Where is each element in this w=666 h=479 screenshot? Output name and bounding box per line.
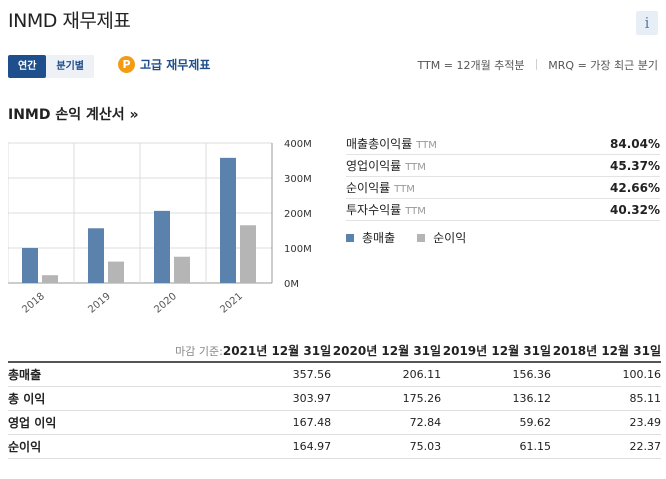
bar-revenue [220,157,236,283]
legend-label-net: 순이익 [433,231,467,245]
income-statement-link[interactable]: INMD 손익 계산서 » [8,107,139,123]
ratio-row: 영업이익률 TTM 45.37% [346,155,660,177]
ratio-label: 순이익률 [346,181,391,195]
row-label: 영업 이익 [8,409,223,434]
premium-icon: P [118,56,135,73]
column-header: 2018년 12월 31일 [552,344,661,358]
ratio-label: 투자수익률 [346,203,402,217]
table-cell: 23.49 [551,409,661,434]
premium-label: 고급 재무제표 [140,58,211,72]
ratio-row: 투자수익률 TTM 40.32% [346,199,660,221]
table-row: 총 이익 303.97 175.26 136.12 85.11 [8,385,661,410]
ratio-ttm: TTM [405,206,426,217]
y-tick-label: 400M [284,139,312,150]
ratio-value: 84.04% [610,137,660,151]
ratio-value: 42.66% [610,181,660,195]
ratio-row: 순이익률 TTM 42.66% [346,177,660,199]
tab-annual[interactable]: 연간 [8,55,47,78]
ratio-ttm: TTM [394,184,415,195]
info-icon[interactable]: i [636,11,658,35]
table-cell: 156.36 [441,361,552,386]
bar-net-income [108,261,124,283]
table-cell: 22.37 [551,433,661,459]
premium-financials-link[interactable]: P 고급 재무제표 [118,56,210,73]
x-tick-label: 2019 [86,291,113,313]
legend-item-revenue: 총매출 [346,229,395,246]
table-row: 영업 이익 167.48 72.84 59.62 23.49 [8,409,661,434]
legend-swatch-revenue [346,233,354,242]
notes-divider: | [534,57,539,70]
revenue-net-income-chart: 0M 100M 200M 300M 400M 2018 2019 2020 2021 [8,139,312,313]
row-label: 총 이익 [8,385,223,410]
table-cell: 72.84 [331,409,442,434]
chart-legend: 총매출 순이익 [346,229,466,246]
table-header-row: 마감 기준: 2021년 12월 31일 2020년 12월 31일 2019년… [8,340,661,362]
y-tick-label: 200M [284,209,312,220]
ratio-ttm: TTM [416,140,437,151]
y-tick-label: 300M [284,174,312,185]
tab-quarterly[interactable]: 분기별 [46,55,95,78]
income-table: 마감 기준: 2021년 12월 31일 2020년 12월 31일 2019년… [8,340,661,459]
bar-revenue [88,228,104,283]
bar-revenue [22,247,38,283]
bar-net-income [240,225,256,283]
column-header: 2021년 12월 31일 [222,344,332,358]
table-cell: 100.16 [551,361,661,386]
legend-label-revenue: 총매출 [362,231,396,245]
y-tick-label: 0M [284,279,299,290]
table-cell: 136.12 [441,385,552,410]
ratio-value: 45.37% [610,159,660,173]
column-header: 2019년 12월 31일 [442,344,552,358]
table-cell: 206.11 [331,361,442,386]
x-tick-label: 2020 [152,291,179,313]
bar-net-income [174,256,190,283]
x-tick-label: 2018 [20,291,47,313]
legend-swatch-net [417,233,426,242]
table-cell: 85.11 [551,385,661,410]
table-cell: 164.97 [222,433,332,459]
page-title: INMD 재무제표 [8,10,131,32]
legend-item-net: 순이익 [417,229,466,246]
ratio-label: 영업이익률 [346,159,402,173]
table-cell: 357.56 [222,361,332,386]
mrq-note: MRQ = 가장 최근 분기 [548,59,658,72]
column-header: 2020년 12월 31일 [332,344,442,358]
ratio-row: 매출총이익률 TTM 84.04% [346,133,660,155]
ratio-value: 40.32% [610,203,660,217]
bar-revenue [154,210,170,283]
abbreviation-notes: TTM = 12개월 추적분 | MRQ = 가장 최근 분기 [418,57,658,73]
row-label: 총매출 [8,361,223,386]
table-row: 순이익 164.97 75.03 61.15 22.37 [8,433,661,459]
table-cell: 75.03 [331,433,442,459]
ttm-note: TTM = 12개월 추적분 [417,59,525,72]
table-cell: 303.97 [222,385,332,410]
ratio-list: 매출총이익률 TTM 84.04% 영업이익률 TTM 45.37% 순이익률 TTM… [346,133,660,221]
table-cell: 59.62 [441,409,552,434]
table-cell: 175.26 [331,385,442,410]
table-cell: 61.15 [441,433,552,459]
x-tick-label: 2021 [218,291,245,313]
period-tabs: 연간 분기별 [8,55,95,78]
row-label: 순이익 [8,433,223,459]
table-row: 총매출 357.56 206.11 156.36 100.16 [8,361,661,386]
table-cell: 167.48 [222,409,332,434]
ratio-label: 매출총이익률 [346,137,413,151]
ratio-ttm: TTM [405,162,426,173]
bar-net-income [42,275,58,283]
basis-label: 마감 기준: [175,344,223,358]
y-tick-label: 100M [284,244,312,255]
